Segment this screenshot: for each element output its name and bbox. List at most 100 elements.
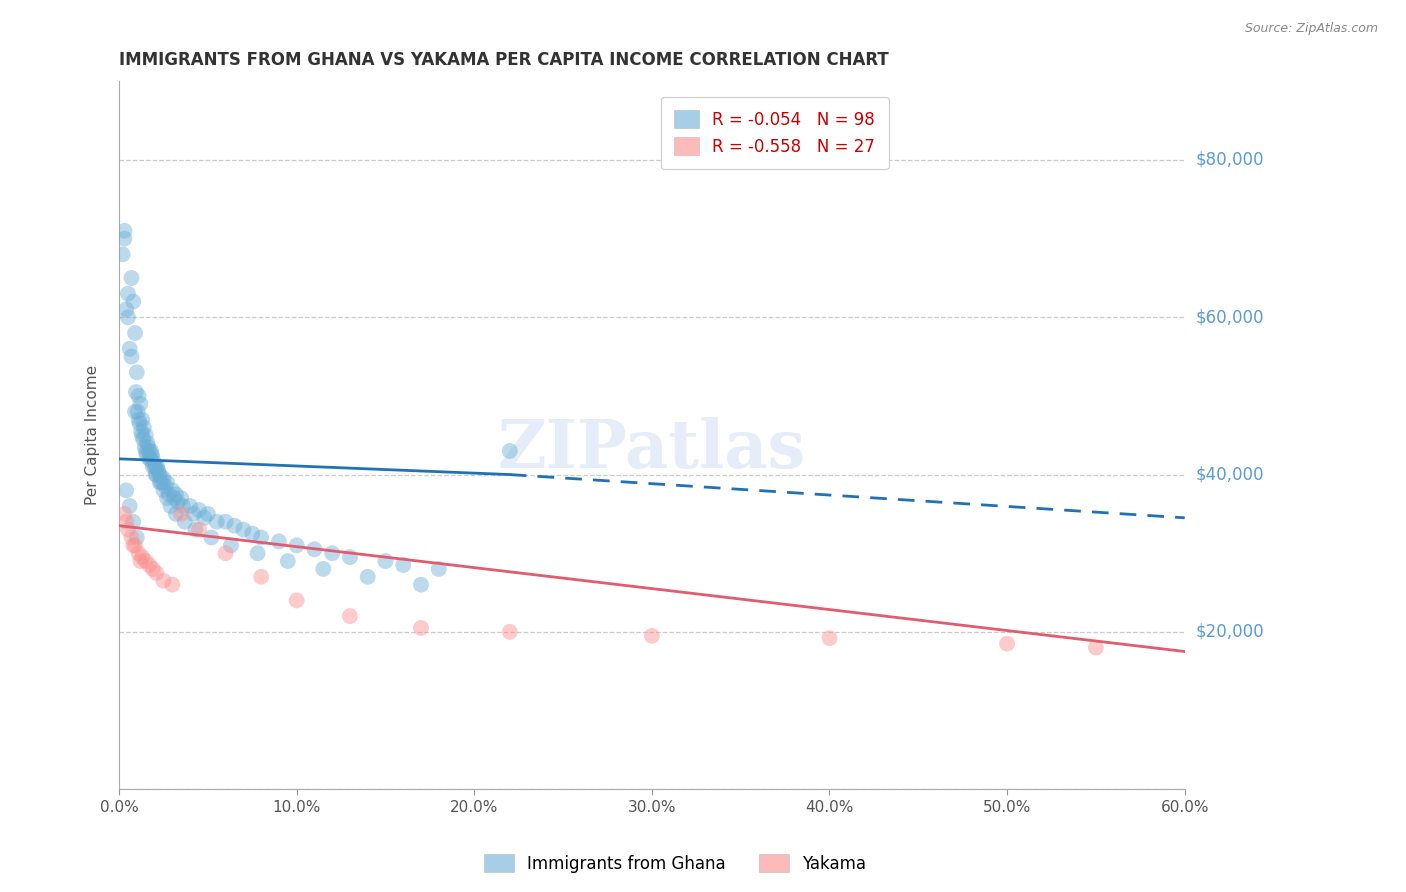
Point — [152, 475, 174, 490]
Point — [277, 554, 299, 568]
Point — [179, 499, 201, 513]
Point — [184, 523, 207, 537]
Point — [159, 499, 181, 513]
Point — [125, 384, 148, 399]
Point — [121, 531, 143, 545]
Point — [409, 577, 432, 591]
Point — [149, 475, 172, 490]
Text: $60,000: $60,000 — [1197, 309, 1264, 326]
Point — [304, 542, 326, 557]
Point — [392, 558, 415, 572]
Point — [285, 593, 308, 607]
Point — [139, 451, 162, 466]
Point — [115, 302, 138, 317]
Point — [267, 534, 290, 549]
Point — [135, 554, 157, 568]
Point — [339, 550, 361, 565]
Point — [499, 444, 522, 458]
Point — [111, 247, 134, 261]
Text: $40,000: $40,000 — [1197, 466, 1264, 483]
Point — [132, 420, 155, 434]
Point — [135, 448, 157, 462]
Point — [165, 507, 187, 521]
Point — [139, 444, 162, 458]
Y-axis label: Per Capita Income: Per Capita Income — [86, 365, 100, 505]
Point — [339, 609, 361, 624]
Point — [188, 503, 211, 517]
Text: Source: ZipAtlas.com: Source: ZipAtlas.com — [1244, 22, 1378, 36]
Point — [200, 531, 222, 545]
Point — [641, 629, 664, 643]
Point — [135, 444, 157, 458]
Point — [112, 507, 135, 521]
Point — [145, 566, 167, 580]
Point — [136, 436, 159, 450]
Point — [155, 479, 177, 493]
Point — [135, 428, 157, 442]
Point — [250, 531, 273, 545]
Point — [134, 440, 156, 454]
Point — [172, 499, 194, 513]
Point — [131, 550, 153, 565]
Point — [128, 546, 150, 560]
Point — [214, 515, 236, 529]
Point — [214, 546, 236, 560]
Point — [145, 467, 167, 482]
Point — [118, 342, 141, 356]
Point — [115, 515, 138, 529]
Point — [157, 487, 180, 501]
Point — [152, 574, 174, 588]
Point — [146, 459, 169, 474]
Text: IMMIGRANTS FROM GHANA VS YAKAMA PER CAPITA INCOME CORRELATION CHART: IMMIGRANTS FROM GHANA VS YAKAMA PER CAPI… — [120, 51, 889, 69]
Point — [188, 523, 211, 537]
Point — [149, 467, 172, 482]
Point — [138, 444, 160, 458]
Point — [121, 271, 143, 285]
Point — [166, 495, 188, 509]
Text: $20,000: $20,000 — [1197, 623, 1264, 640]
Point — [121, 350, 143, 364]
Point — [117, 310, 139, 325]
Point — [141, 448, 163, 462]
Point — [142, 459, 165, 474]
Point — [131, 412, 153, 426]
Point — [145, 467, 167, 482]
Point — [128, 417, 150, 431]
Point — [240, 526, 263, 541]
Point — [409, 621, 432, 635]
Point — [128, 389, 150, 403]
Point — [163, 491, 186, 505]
Point — [1084, 640, 1107, 655]
Point — [219, 538, 242, 552]
Point — [156, 491, 179, 505]
Point — [250, 570, 273, 584]
Point — [162, 577, 184, 591]
Point — [131, 428, 153, 442]
Point — [115, 483, 138, 498]
Point — [138, 558, 160, 572]
Point — [112, 224, 135, 238]
Point — [132, 432, 155, 446]
Point — [128, 412, 150, 426]
Point — [122, 515, 145, 529]
Point — [165, 487, 187, 501]
Point — [142, 456, 165, 470]
Point — [170, 507, 193, 521]
Point — [232, 523, 254, 537]
Point — [124, 326, 146, 340]
Point — [117, 523, 139, 537]
Point — [138, 451, 160, 466]
Point — [142, 562, 165, 576]
Point — [138, 440, 160, 454]
Text: ZIPatlas: ZIPatlas — [498, 417, 806, 482]
Point — [124, 538, 146, 552]
Point — [193, 511, 215, 525]
Legend: Immigrants from Ghana, Yakama: Immigrants from Ghana, Yakama — [477, 847, 873, 880]
Point — [183, 507, 205, 521]
Point — [124, 404, 146, 418]
Point — [152, 471, 174, 485]
Point — [499, 624, 522, 639]
Point — [142, 451, 165, 466]
Point — [125, 531, 148, 545]
Point — [995, 637, 1018, 651]
